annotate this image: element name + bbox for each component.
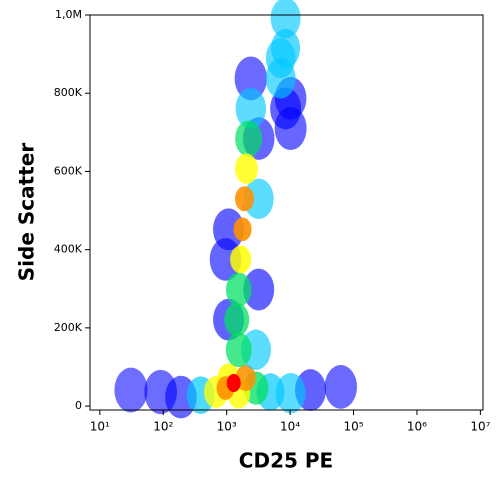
density-blob <box>213 208 245 251</box>
density-blob <box>114 367 148 413</box>
y-tick-label: 0 <box>75 399 82 412</box>
x-tick-label: 10⁷ <box>470 420 490 434</box>
plot-frame <box>89 14 484 411</box>
y-tick-label: 600K <box>54 164 83 177</box>
x-tick-label: 10⁵ <box>343 420 363 434</box>
plot-marks <box>114 0 357 419</box>
y-tick-label: 200K <box>54 321 83 334</box>
density-blob <box>233 217 252 242</box>
density-blob <box>271 28 301 68</box>
x-tick-label: 10⁶ <box>407 420 427 434</box>
x-tick-label: 10⁴ <box>280 420 300 434</box>
density-blob <box>235 364 256 392</box>
density-blob <box>234 153 258 184</box>
x-axis-title: CD25 PE <box>239 449 333 473</box>
density-blob <box>243 268 275 311</box>
density-blob <box>234 56 267 101</box>
density-blob <box>230 245 252 274</box>
x-tick-label: 10² <box>153 420 173 434</box>
density-blob <box>243 178 274 220</box>
y-tick-label: 800K <box>54 86 83 99</box>
density-blob <box>225 332 252 368</box>
density-blob <box>324 365 357 409</box>
x-tick-label: 10¹ <box>90 420 110 434</box>
x-tick-label: 10³ <box>217 420 237 434</box>
density-blob <box>235 87 266 129</box>
y-tick-label: 1,0M <box>55 8 82 21</box>
y-axis-title: Side Scatter <box>15 143 39 282</box>
y-tick-label: 400K <box>54 243 83 256</box>
density-blob <box>226 374 241 393</box>
density-blob <box>225 272 252 307</box>
density-blob <box>235 120 263 157</box>
density-blob <box>234 186 254 212</box>
density-blob <box>275 372 306 414</box>
density-blob <box>270 0 301 39</box>
density-blob <box>224 302 250 337</box>
